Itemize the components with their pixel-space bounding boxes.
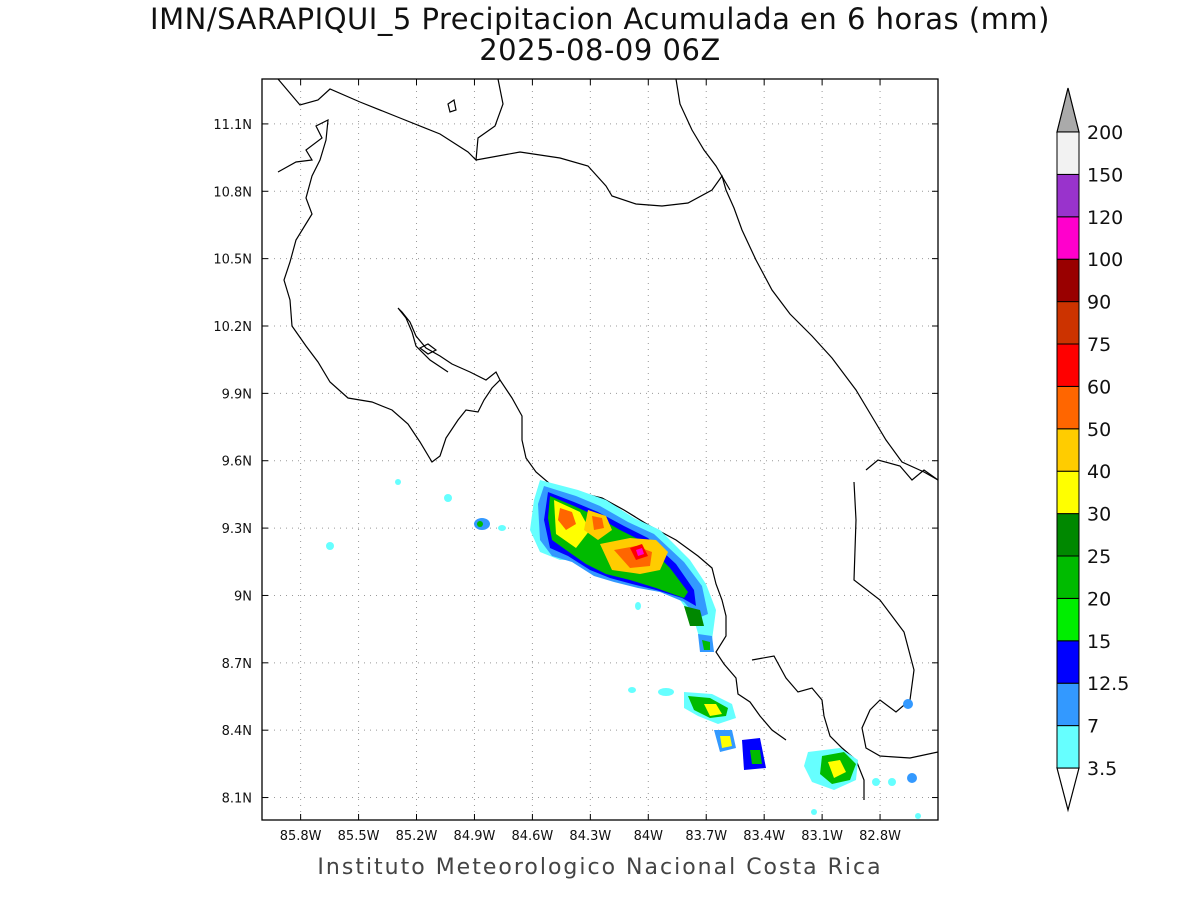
colorbar-label: 200 xyxy=(1087,122,1123,144)
colorbar-label: 3.5 xyxy=(1087,758,1117,780)
y-tick-label: 9N xyxy=(234,589,252,604)
colorbar-swatch xyxy=(1056,385,1080,430)
y-tick-label: 9.9N xyxy=(222,387,252,402)
colorbar-over-arrow xyxy=(1056,87,1080,133)
colorbar-label: 20 xyxy=(1087,588,1111,610)
chart-title: IMN/SARAPIQUI_5 Precipitacion Acumulada … xyxy=(150,2,1050,36)
x-tick-label: 85.8W xyxy=(280,829,322,844)
colorbar-label: 30 xyxy=(1087,504,1111,526)
x-tick-label: 84.3W xyxy=(569,829,611,844)
border-nicaragua xyxy=(475,151,938,481)
colorbar-label: 7 xyxy=(1087,716,1099,738)
colorbar-swatch xyxy=(1056,173,1080,218)
colorbar-swatch xyxy=(1056,597,1080,642)
colorbar-swatch xyxy=(1056,470,1080,515)
y-tick-label: 11.1N xyxy=(213,118,252,133)
x-tick-label: 85.2W xyxy=(396,829,438,844)
colorbar-swatch xyxy=(1056,682,1080,727)
y-tick-label: 10.5N xyxy=(213,253,252,268)
colorbar-label: 75 xyxy=(1087,334,1111,356)
x-tick-label: 84.9W xyxy=(454,829,496,844)
colorbar-label: 50 xyxy=(1087,419,1111,441)
colorbar-swatch xyxy=(1056,258,1080,303)
colorbar-label: 100 xyxy=(1087,249,1123,271)
colorbar-swatch xyxy=(1056,640,1080,684)
x-tick-label: 84W xyxy=(634,829,664,844)
map-frame xyxy=(261,78,939,821)
x-axis-ticks: 85.8W 85.5W 85.2W 84.9W 84.6W 84.3W 84W 83.7W 83… xyxy=(280,79,901,844)
x-tick-label: 83.7W xyxy=(685,829,727,844)
x-tick-label: 83.1W xyxy=(801,829,843,844)
coastline-east xyxy=(865,459,938,481)
island-1 xyxy=(447,99,457,113)
footer-credit: Instituto Meteorologico Nacional Costa R… xyxy=(317,855,883,880)
colorbar-swatch xyxy=(1056,131,1080,175)
border-panama xyxy=(853,481,938,759)
x-tick-label: 83.4W xyxy=(743,829,785,844)
colorbar-swatch xyxy=(1056,555,1080,599)
coastline-layer xyxy=(277,79,938,819)
colorbar-swatch xyxy=(1056,216,1080,260)
colorbar-under-arrow xyxy=(1056,767,1080,813)
colorbar-label: 40 xyxy=(1087,461,1111,483)
coastline-pacific-central xyxy=(499,379,787,741)
x-tick-label: 84.6W xyxy=(511,829,553,844)
island-2 xyxy=(418,343,438,355)
colorbar-label: 25 xyxy=(1087,546,1111,568)
colorbar-label: 120 xyxy=(1087,207,1123,229)
y-tick-label: 9.6N xyxy=(222,455,252,470)
y-tick-label: 10.8N xyxy=(213,185,252,200)
y-tick-label: 9.3N xyxy=(222,522,252,537)
coastline-pacific-west xyxy=(277,118,501,463)
colorbar-label: 12.5 xyxy=(1087,673,1129,695)
colorbar-swatch xyxy=(1056,725,1080,769)
colorbar-swatch xyxy=(1056,343,1080,387)
coastline-caribbean xyxy=(675,79,731,191)
colorbar-label: 90 xyxy=(1087,292,1111,314)
colorbar-swatch xyxy=(1056,428,1080,472)
colorbar-label: 150 xyxy=(1087,164,1123,186)
x-tick-label: 85.5W xyxy=(338,829,380,844)
colorbar-label: 60 xyxy=(1087,376,1111,398)
colorbar: 3.5 7 12.5 15 20 25 30 40 50 60 75 90 100 120 150 200 xyxy=(1056,87,1129,813)
grid-lines xyxy=(262,79,938,820)
coastline-north xyxy=(277,79,504,162)
colorbar-label: 15 xyxy=(1087,631,1111,653)
chart-subtitle: 2025-08-09 06Z xyxy=(479,33,721,67)
y-tick-label: 8.1N xyxy=(222,792,252,807)
y-tick-label: 8.4N xyxy=(222,724,252,739)
colorbar-swatch xyxy=(1056,301,1080,345)
y-tick-label: 10.2N xyxy=(213,320,252,335)
x-tick-label: 82.8W xyxy=(859,829,901,844)
y-tick-label: 8.7N xyxy=(222,657,252,672)
colorbar-swatch xyxy=(1056,513,1080,557)
precip-layer xyxy=(326,479,921,819)
y-axis-ticks: 11.1N 10.8N 10.5N 10.2N 9.9N 9.6N 9.3N 9N 8.7N 8.… xyxy=(213,118,938,807)
